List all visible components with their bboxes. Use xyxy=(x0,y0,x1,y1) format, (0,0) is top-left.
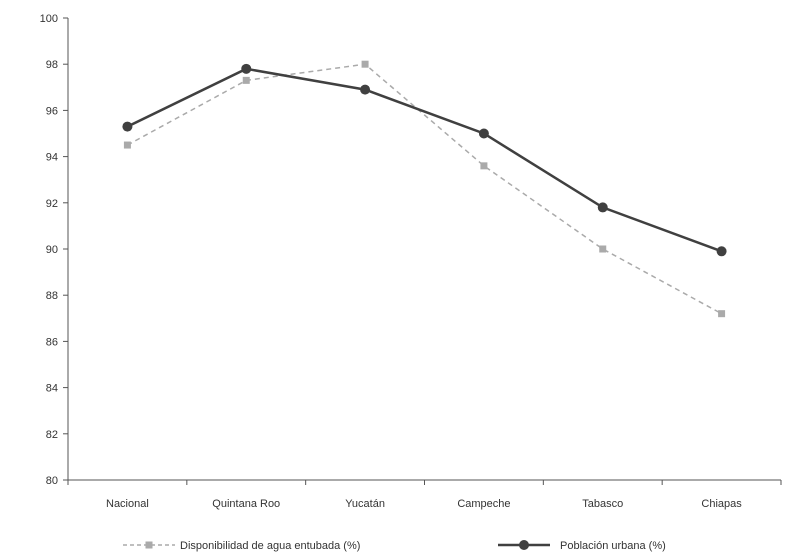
data-point xyxy=(478,128,489,139)
legend-marker xyxy=(145,541,153,549)
series-layer xyxy=(122,60,727,318)
data-point xyxy=(360,84,371,95)
y-tick-label: 88 xyxy=(46,290,58,302)
legend-item: Disponibilidad de agua entubada (%) xyxy=(123,540,360,552)
y-tick-label: 96 xyxy=(46,105,58,117)
data-point xyxy=(123,141,131,149)
legend-label: Población urbana (%) xyxy=(560,540,666,552)
y-tick-label: 86 xyxy=(46,336,58,348)
axes xyxy=(67,18,781,481)
legend-marker xyxy=(519,540,529,550)
data-point xyxy=(718,310,726,318)
y-tick-label: 82 xyxy=(46,429,58,441)
x-axis-ticks: Nacional Quintana Roo Yucatán Campeche Tabas… xyxy=(67,480,782,510)
data-point xyxy=(122,121,133,132)
data-point xyxy=(597,202,608,213)
y-axis-ticks: 80 82 84 86 88 90 92 94 96 98 100 xyxy=(40,13,68,487)
x-tick-label: Campeche xyxy=(457,498,510,510)
y-tick-label: 90 xyxy=(46,244,58,256)
x-tick-label: Chiapas xyxy=(701,498,742,510)
data-point xyxy=(716,246,727,257)
y-tick-label: 84 xyxy=(46,383,58,395)
x-tick-label: Nacional xyxy=(106,498,149,510)
data-point xyxy=(599,245,607,253)
legend-label: Disponibilidad de agua entubada (%) xyxy=(180,540,360,552)
data-point xyxy=(241,63,252,74)
data-point xyxy=(242,76,250,84)
y-tick-label: 92 xyxy=(46,198,58,210)
series-line xyxy=(127,63,722,315)
series-agua-entubada xyxy=(123,60,726,318)
x-tick-label: Quintana Roo xyxy=(212,498,280,510)
legend-item: Población urbana (%) xyxy=(498,540,666,552)
y-tick-label: 98 xyxy=(46,59,58,71)
series-poblacion-urbana xyxy=(122,63,727,257)
x-tick-label: Tabasco xyxy=(582,498,623,510)
y-tick-label: 100 xyxy=(40,13,58,25)
data-point xyxy=(480,162,488,170)
y-tick-label: 94 xyxy=(46,152,58,164)
legend: Disponibilidad de agua entubada (%) Pobla… xyxy=(123,540,666,552)
series-line xyxy=(126,67,723,253)
x-tick-label: Yucatán xyxy=(345,498,385,510)
data-point xyxy=(361,60,369,68)
y-tick-label: 80 xyxy=(46,475,58,487)
